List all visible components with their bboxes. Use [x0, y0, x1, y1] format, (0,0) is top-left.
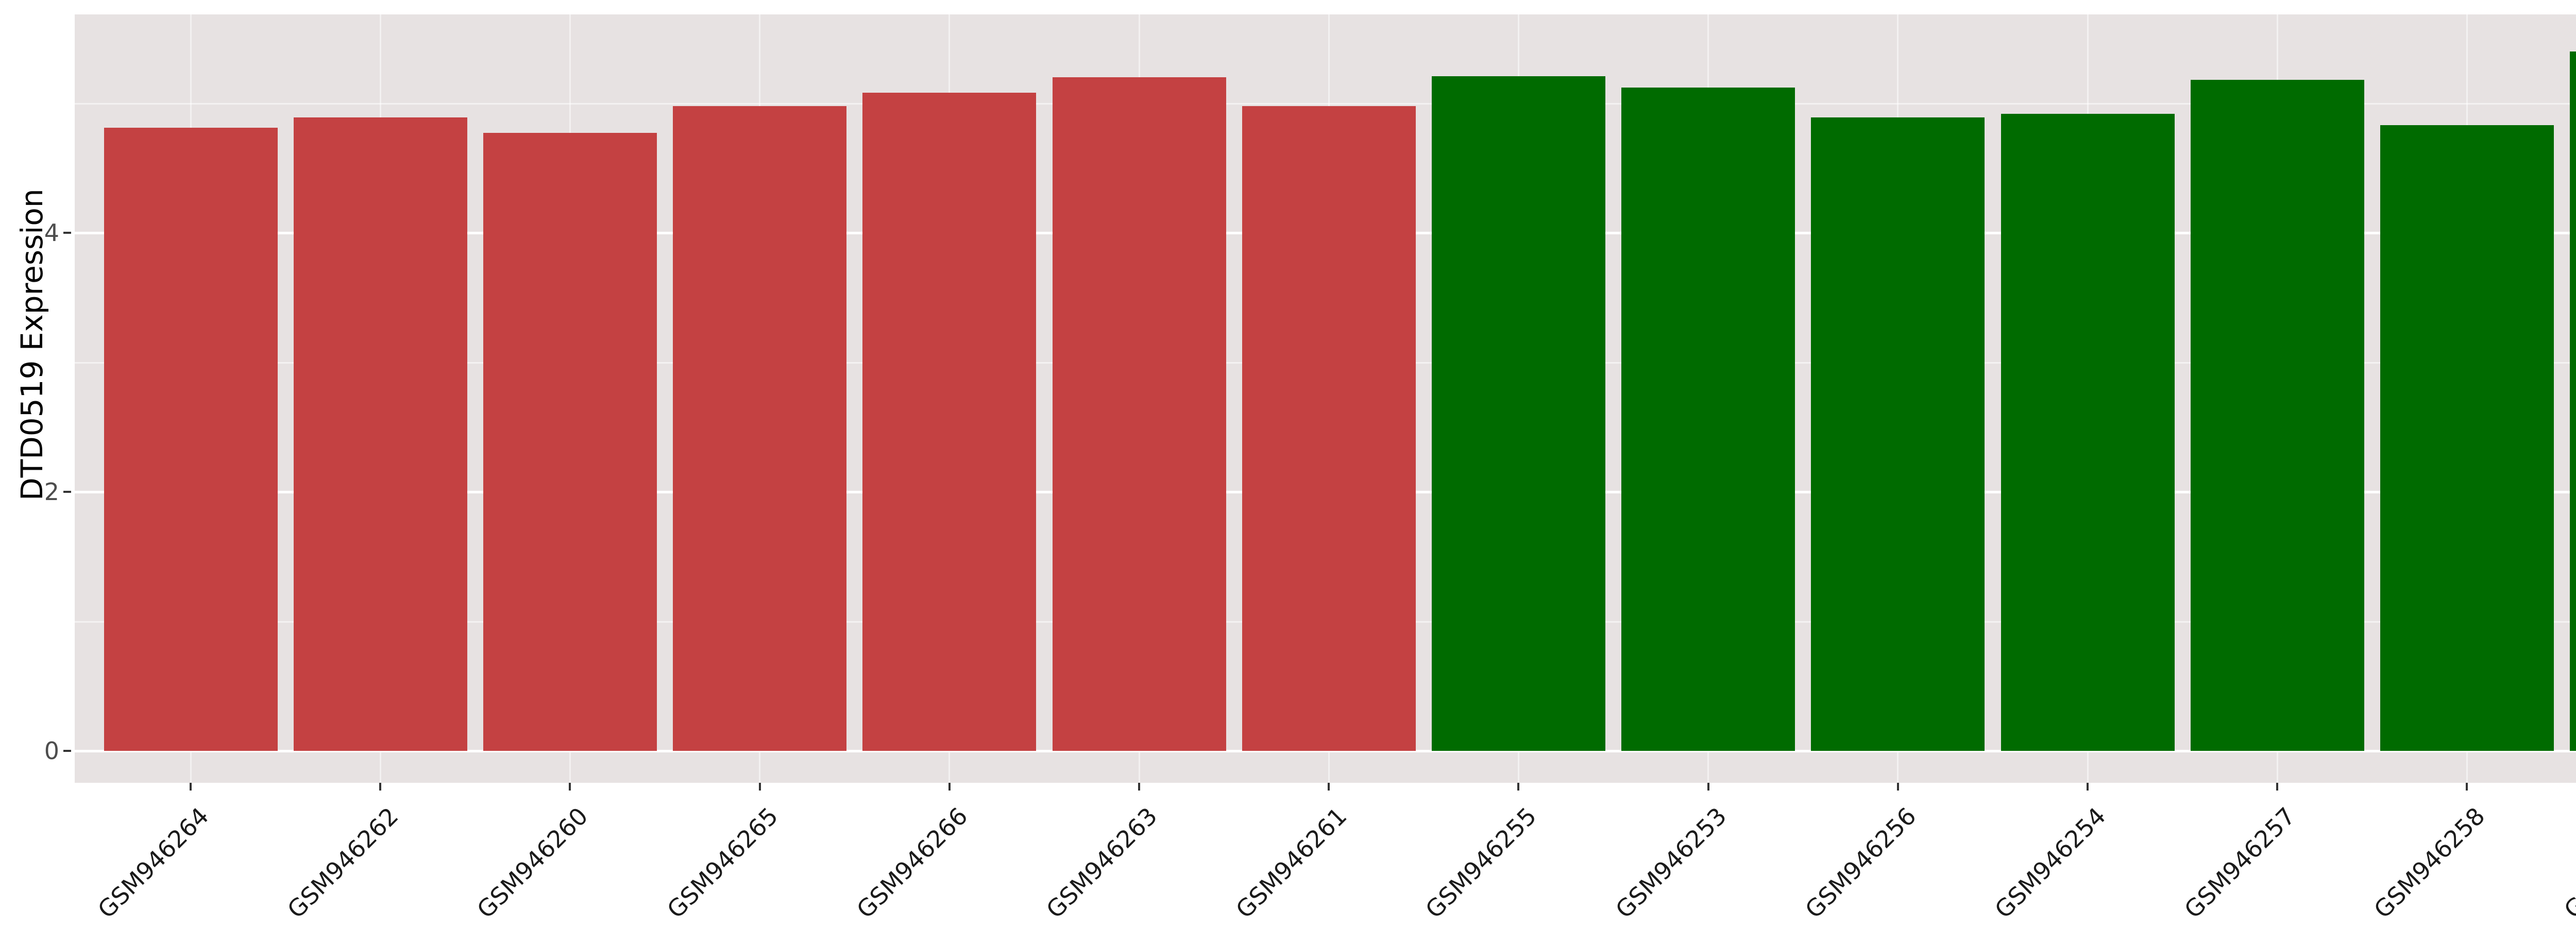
bar [2190, 80, 2364, 751]
x-tick-label: GSM946256 [1800, 802, 1922, 924]
y-tick-label: 0 [44, 737, 59, 765]
x-tick-label: GSM946266 [851, 802, 973, 924]
y-tick-mark [63, 491, 71, 493]
x-tick-label: GSM946263 [1041, 802, 1163, 924]
x-tick-label: GSM946260 [471, 802, 594, 924]
x-tick-mark [758, 783, 761, 791]
x-tick-mark [1328, 783, 1330, 791]
y-tick-label: 4 [44, 219, 59, 247]
bar [1052, 77, 1226, 751]
x-tick-label: GSM946254 [1989, 802, 2111, 924]
x-tick-mark [569, 783, 571, 791]
x-tick-label: GSM946262 [282, 802, 404, 924]
x-tick-mark [1517, 783, 1520, 791]
y-tick-mark [63, 750, 71, 752]
x-tick-mark [2466, 783, 2468, 791]
x-tick-label: GSM946264 [92, 802, 214, 924]
x-tick-label: GSM946261 [1230, 802, 1352, 924]
x-tick-mark [190, 783, 192, 791]
bar [1242, 106, 1416, 751]
bar [1621, 88, 1795, 751]
bar [293, 117, 467, 751]
x-tick-label: GSM946255 [1420, 802, 1542, 924]
major-gridline-y0 [75, 750, 2576, 752]
x-tick-mark [379, 783, 382, 791]
bar [2570, 51, 2576, 751]
bar [2380, 125, 2554, 751]
x-tick-label: GSM946257 [2179, 802, 2301, 924]
bar [1811, 117, 1985, 751]
bar [862, 93, 1037, 751]
x-tick-mark [2276, 783, 2279, 791]
x-tick-mark [1896, 783, 1899, 791]
bar [1431, 76, 1605, 751]
x-tick-label: GSM946259 [2558, 802, 2576, 924]
bar [104, 128, 278, 751]
x-tick-mark [948, 783, 951, 791]
bar [483, 133, 657, 751]
y-tick-mark [63, 232, 71, 234]
x-tick-label: GSM946253 [1609, 802, 1732, 924]
minor-gridline-y5 [75, 102, 2576, 105]
x-tick-mark [1138, 783, 1140, 791]
y-tick-label: 2 [44, 478, 59, 506]
x-tick-mark [2087, 783, 2089, 791]
plot-panel [75, 14, 2576, 783]
bar [673, 106, 847, 751]
bar [2001, 113, 2175, 751]
x-tick-label: GSM946258 [2368, 802, 2490, 924]
x-tick-label: GSM946265 [661, 802, 784, 924]
x-tick-mark [1707, 783, 1709, 791]
